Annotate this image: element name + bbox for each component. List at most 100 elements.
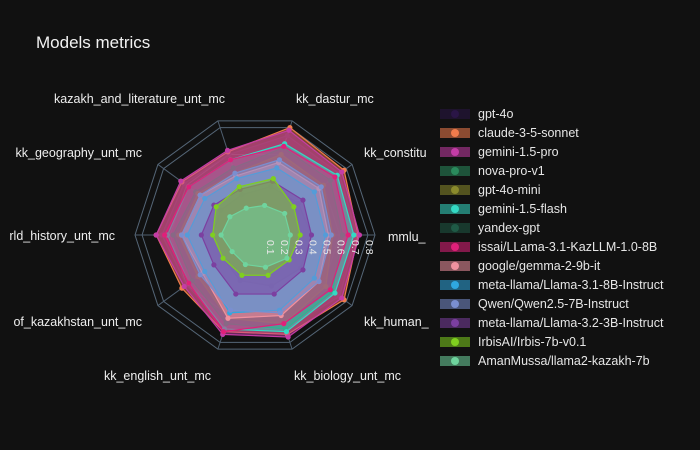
data-point[interactable] bbox=[186, 184, 192, 190]
radial-tick-label: 0.1 bbox=[264, 240, 276, 255]
legend-swatch bbox=[440, 260, 470, 272]
data-point[interactable] bbox=[300, 267, 306, 273]
legend-item[interactable]: google/gemma-2-9b-it bbox=[440, 256, 700, 275]
data-point[interactable] bbox=[351, 232, 357, 238]
legend-item[interactable]: gemini-1.5-pro bbox=[440, 142, 700, 161]
radial-tick-label: 0.4 bbox=[306, 240, 318, 255]
data-point[interactable] bbox=[281, 143, 287, 149]
data-point[interactable] bbox=[276, 157, 283, 163]
radial-tick-label: 0.7 bbox=[349, 240, 361, 255]
data-point[interactable] bbox=[339, 295, 345, 301]
data-point[interactable] bbox=[243, 205, 249, 211]
data-point[interactable] bbox=[283, 329, 290, 335]
data-point[interactable] bbox=[356, 232, 363, 238]
data-point[interactable] bbox=[227, 307, 234, 313]
series-amanmussa-llama2-kazakh-7b[interactable] bbox=[218, 202, 293, 270]
legend-swatch bbox=[440, 241, 470, 253]
chart-title: Models metrics bbox=[36, 33, 151, 52]
data-point[interactable] bbox=[233, 291, 239, 297]
axis-label: kk_english_unt_mc bbox=[104, 369, 211, 383]
data-point[interactable] bbox=[262, 264, 269, 270]
data-point[interactable] bbox=[211, 262, 217, 268]
legend-item[interactable]: gpt-4o-mini bbox=[440, 180, 700, 199]
legend-item[interactable]: IrbisAI/Irbis-7b-v0.1 bbox=[440, 332, 700, 351]
axis-label: kazakh_and_literature_unt_mc bbox=[54, 92, 225, 106]
data-point[interactable] bbox=[339, 169, 345, 175]
radial-tick-label: 0.6 bbox=[335, 240, 347, 255]
data-point[interactable] bbox=[218, 232, 224, 238]
data-point[interactable] bbox=[198, 232, 204, 238]
data-point[interactable] bbox=[270, 176, 276, 182]
data-point[interactable] bbox=[186, 280, 192, 286]
data-point[interactable] bbox=[178, 178, 184, 184]
legend-swatch bbox=[440, 298, 470, 310]
data-point[interactable] bbox=[162, 232, 168, 238]
data-point[interactable] bbox=[261, 202, 268, 209]
data-point[interactable] bbox=[181, 283, 187, 290]
data-point[interactable] bbox=[197, 192, 203, 198]
data-point[interactable] bbox=[277, 310, 283, 316]
data-point[interactable] bbox=[332, 290, 338, 296]
legend-label: IrbisAI/Irbis-7b-v0.1 bbox=[478, 334, 587, 349]
legend-swatch bbox=[440, 184, 470, 196]
data-point[interactable] bbox=[271, 291, 277, 297]
data-point[interactable] bbox=[297, 232, 303, 238]
data-point[interactable] bbox=[232, 170, 238, 176]
data-point[interactable] bbox=[282, 210, 288, 217]
legend-label: google/gemma-2-9b-it bbox=[478, 258, 601, 273]
data-point[interactable] bbox=[345, 232, 351, 238]
legend-item[interactable]: Qwen/Qwen2.5-7B-Instruct bbox=[440, 294, 700, 313]
data-point[interactable] bbox=[318, 184, 324, 190]
chart-legend[interactable]: gpt-4o claude-3-5-sonnet gemini-1.5-pro nov… bbox=[440, 104, 700, 370]
legend-label: AmanMussa/llama2-kazakh-7b bbox=[478, 353, 650, 368]
data-point[interactable] bbox=[308, 232, 315, 238]
legend-item[interactable]: nova-pro-v1 bbox=[440, 161, 700, 180]
axis-label: kk_biology_unt_mc bbox=[294, 369, 401, 383]
data-point[interactable] bbox=[287, 232, 293, 238]
data-point[interactable] bbox=[236, 184, 242, 190]
legend-label: yandex-gpt bbox=[478, 220, 540, 235]
data-point[interactable] bbox=[284, 255, 290, 261]
legend-item[interactable]: meta-llama/Llama-3.1-8B-Instruct bbox=[440, 275, 700, 294]
legend-label: meta-llama/Llama-3.2-3B-Instruct bbox=[478, 315, 664, 330]
data-point[interactable] bbox=[225, 315, 231, 321]
data-point[interactable] bbox=[220, 329, 227, 335]
legend-item[interactable]: gpt-4o bbox=[440, 104, 700, 123]
data-point[interactable] bbox=[224, 147, 231, 154]
data-point[interactable] bbox=[316, 278, 322, 285]
data-point[interactable] bbox=[242, 261, 249, 268]
legend-item[interactable]: yandex-gpt bbox=[440, 218, 700, 237]
data-point[interactable] bbox=[300, 197, 306, 203]
data-point[interactable] bbox=[153, 232, 159, 238]
axis-label: mmlu_ bbox=[388, 230, 427, 244]
legend-swatch bbox=[440, 279, 470, 291]
radial-tick-label: 0.3 bbox=[292, 240, 304, 255]
legend-item[interactable]: gemini-1.5-flash bbox=[440, 199, 700, 218]
legend-item[interactable]: issai/LLama-3.1-KazLLM-1.0-8B bbox=[440, 237, 700, 256]
data-point[interactable] bbox=[328, 232, 334, 238]
data-point[interactable] bbox=[178, 232, 185, 238]
data-point[interactable] bbox=[227, 157, 234, 163]
data-point[interactable] bbox=[227, 214, 233, 220]
axis-label: kk_constitu bbox=[364, 146, 427, 160]
data-point[interactable] bbox=[332, 174, 338, 180]
legend-item[interactable]: AmanMussa/llama2-kazakh-7b bbox=[440, 351, 700, 370]
data-point[interactable] bbox=[220, 255, 226, 261]
data-point[interactable] bbox=[197, 272, 203, 278]
legend-swatch bbox=[440, 165, 470, 177]
data-point[interactable] bbox=[286, 127, 292, 133]
legend-item[interactable]: claude-3-5-sonnet bbox=[440, 123, 700, 142]
legend-label: Qwen/Qwen2.5-7B-Instruct bbox=[478, 296, 629, 311]
legend-label: issai/LLama-3.1-KazLLM-1.0-8B bbox=[478, 239, 658, 254]
data-point[interactable] bbox=[265, 272, 271, 278]
data-point[interactable] bbox=[229, 248, 235, 255]
data-point[interactable] bbox=[210, 232, 216, 238]
data-point[interactable] bbox=[285, 334, 291, 340]
legend-item[interactable]: meta-llama/Llama-3.2-3B-Instruct bbox=[440, 313, 700, 332]
data-point[interactable] bbox=[213, 204, 219, 210]
data-point[interactable] bbox=[281, 321, 287, 327]
data-point[interactable] bbox=[327, 287, 333, 293]
data-point[interactable] bbox=[239, 272, 245, 278]
data-point[interactable] bbox=[291, 204, 297, 210]
